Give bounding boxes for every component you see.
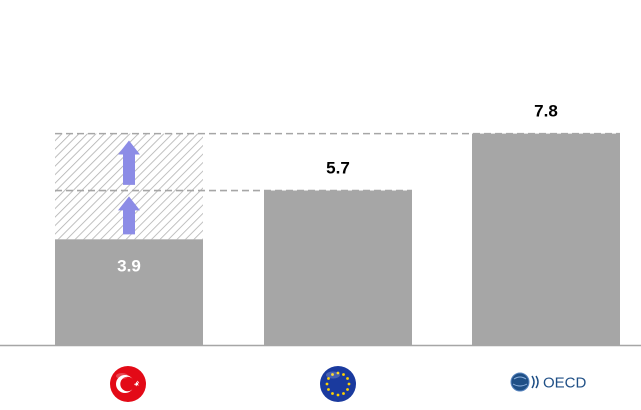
eu-star: [342, 392, 345, 395]
value-label: 5.7: [326, 159, 350, 178]
chart-marks: 3.9 5.7 7.8: [55, 102, 620, 345]
up-arrow-icon: [118, 140, 140, 185]
eu-star: [325, 382, 329, 386]
oecd-logo-text: OECD: [543, 375, 587, 392]
eu-star: [327, 377, 330, 380]
eu-flag-icon: [320, 366, 356, 402]
turkey-flag-icon: [110, 366, 146, 402]
eu-star: [331, 373, 334, 376]
up-arrow-icon: [118, 196, 140, 235]
eu-star: [336, 371, 340, 375]
eu-star: [346, 377, 349, 380]
value-label: 7.8: [534, 102, 558, 121]
bar-eu: [264, 190, 412, 345]
eu-star: [336, 393, 340, 397]
eu-star: [327, 388, 330, 391]
eu-star: [347, 382, 351, 386]
eu-star: [331, 392, 334, 395]
eu-star: [346, 388, 349, 391]
eu-star: [342, 373, 345, 376]
oecd-logo-icon: OECD: [510, 372, 587, 392]
value-label: 3.9: [117, 256, 141, 275]
bar-oecd: [472, 133, 620, 345]
bar-t-rkiye: [55, 239, 203, 345]
